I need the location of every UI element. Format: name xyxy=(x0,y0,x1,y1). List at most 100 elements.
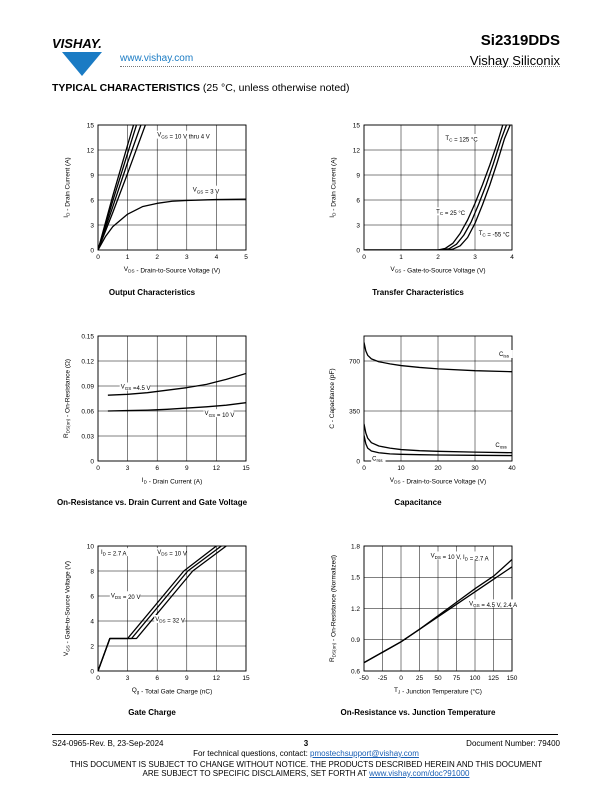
y-tick-label: 0 xyxy=(90,668,94,675)
chart-annotation: VGS = 10 V xyxy=(205,411,235,419)
x-tick-label: 0 xyxy=(96,465,100,472)
series-line-1 xyxy=(98,125,135,250)
y-tick-label: 6 xyxy=(90,197,94,204)
y-tick-label: 0.9 xyxy=(351,637,360,644)
y-tick-label: 15 xyxy=(87,122,95,129)
x-tick-label: 30 xyxy=(471,465,479,472)
x-axis-label: VDS - Drain-to-Source Voltage (V) xyxy=(390,477,486,486)
x-tick-label: 15 xyxy=(242,465,250,472)
y-axis-label: VGS - Gate-to-Source Voltage (V) xyxy=(63,561,72,656)
x-tick-label: 9 xyxy=(185,465,189,472)
y-tick-label: 0.09 xyxy=(81,383,94,390)
y-tick-label: 0.6 xyxy=(351,668,360,675)
series-line-2 xyxy=(98,546,222,671)
chart-annotation: Ciss xyxy=(499,352,510,359)
chart-annotation: VDS = 20 V xyxy=(111,593,141,601)
chart-capacitance: 0 10 20 30 40 0 350 700 VDS - Drain-to-Source Vo… xyxy=(329,335,516,507)
x-tick-label: 12 xyxy=(213,675,221,682)
part-number: Si2319DDS xyxy=(480,32,560,49)
x-tick-label: 150 xyxy=(507,675,518,682)
y-tick-label: 350 xyxy=(349,408,360,415)
chart-ron-id: 0 3 6 9 12 15 0 0.03 0.06 0.09 0.12 0.15 ID - Drain … xyxy=(57,333,250,507)
y-tick-label: 0.15 xyxy=(81,333,94,340)
annotation-bg xyxy=(429,551,491,560)
x-axis-label: ID - Drain Current (A) xyxy=(142,477,202,486)
series-line-4 xyxy=(98,125,146,250)
series-line-3 xyxy=(364,125,511,250)
series-line-3 xyxy=(364,435,512,457)
chart-annotation: TC = -55 °C xyxy=(479,231,511,239)
annotation-bg xyxy=(154,615,185,623)
section-condition: (25 °C, unless otherwise noted) xyxy=(202,82,350,94)
company-name: Vishay Siliconix xyxy=(469,53,560,68)
series-line-2 xyxy=(107,402,246,412)
x-tick-label: 0 xyxy=(96,675,100,682)
y-axis-label: ID - Drain Current (A) xyxy=(329,157,338,217)
series-line-1 xyxy=(364,125,504,250)
x-tick-label: -25 xyxy=(378,675,388,682)
annotation-bg xyxy=(435,207,466,216)
y-tick-label: 1.8 xyxy=(351,543,360,550)
plot-frame xyxy=(97,335,247,462)
y-tick-label: 2 xyxy=(90,643,94,650)
chart-annotation: VDS = 10 V, ID = 2.7 A xyxy=(431,553,489,562)
y-tick-label: 0.06 xyxy=(81,408,94,415)
chart-caption: On-Resistance vs. Junction Temperature xyxy=(340,708,496,717)
y-tick-label: 1.5 xyxy=(351,575,360,582)
y-tick-label: 0.03 xyxy=(81,433,94,440)
chart-annotation: TC = 25 °C xyxy=(436,209,466,217)
x-tick-label: 75 xyxy=(453,675,461,682)
x-tick-label: 0 xyxy=(362,254,366,261)
y-tick-label: 0 xyxy=(90,247,94,254)
x-tick-label: 20 xyxy=(434,465,442,472)
x-tick-label: 3 xyxy=(126,465,130,472)
x-axis-label: Qg - Total Gate Charge (nC) xyxy=(132,687,213,696)
y-axis-label: C - Capacitance (pF) xyxy=(329,368,336,428)
chart-caption: Output Characteristics xyxy=(109,288,196,297)
chart-caption: Capacitance xyxy=(394,498,442,507)
x-tick-label: 3 xyxy=(126,675,130,682)
chart-annotation: ID = 2.7 A xyxy=(101,550,127,558)
header-url[interactable]: www.vishay.com xyxy=(120,53,194,64)
x-tick-label: 0 xyxy=(96,254,100,261)
chart-annotation: TC = 125 °C xyxy=(445,136,478,144)
y-axis-label: ID - Drain Current (A) xyxy=(63,157,72,217)
annotation-bg xyxy=(119,382,150,391)
x-tick-label: 3 xyxy=(185,254,189,261)
series-line-2 xyxy=(364,423,512,454)
x-tick-label: 1 xyxy=(399,254,403,261)
annotation-bg xyxy=(156,130,210,139)
series-line-3 xyxy=(98,125,142,250)
annotation-bg xyxy=(203,409,234,418)
vishay-logo: VISHAY. xyxy=(52,36,102,76)
chart-caption: Gate Charge xyxy=(128,708,176,717)
footer-disclaimer-link[interactable]: www.vishay.com/doc?91000 xyxy=(369,769,470,778)
annotation-bg xyxy=(156,548,187,557)
x-tick-label: 50 xyxy=(434,675,442,682)
annotation-bg xyxy=(444,134,477,142)
footer-doc-rev: S24-0965-Rev. B, 23-Sep-2024 xyxy=(52,739,164,748)
header-rule xyxy=(120,66,560,67)
y-tick-label: 9 xyxy=(90,172,94,179)
footer-contact-prefix: For technical questions, contact: xyxy=(193,749,311,758)
x-axis-label: TJ - Junction Temperature (°C) xyxy=(394,687,482,696)
chart-annotation: VGS =4.5 V xyxy=(121,385,151,393)
series-line-2 xyxy=(98,125,138,250)
plot-frame xyxy=(363,545,513,672)
series-line-2 xyxy=(364,566,512,664)
section-title: TYPICAL CHARACTERISTICS xyxy=(52,82,200,94)
footer-disclaimer-prefix: ARE SUBJECT TO SPECIFIC DISCLAIMERS, SET… xyxy=(142,769,370,778)
series-line-5 xyxy=(98,198,246,250)
y-tick-label: 3 xyxy=(356,222,360,229)
x-tick-label: 9 xyxy=(185,675,189,682)
y-tick-label: 0 xyxy=(356,247,360,254)
x-tick-label: 4 xyxy=(510,254,514,261)
x-tick-label: 1 xyxy=(126,254,130,261)
y-tick-label: 15 xyxy=(353,122,361,129)
footer-contact-email[interactable]: pmostechsupport@vishay.com xyxy=(310,749,419,758)
x-tick-label: 100 xyxy=(470,675,481,682)
chart-ron-tj: -50 -25 0 25 50 75 100 125 150 0.6 0.9 1.2 1.5 1.8 TJ … xyxy=(329,543,519,717)
y-tick-label: 9 xyxy=(356,172,360,179)
